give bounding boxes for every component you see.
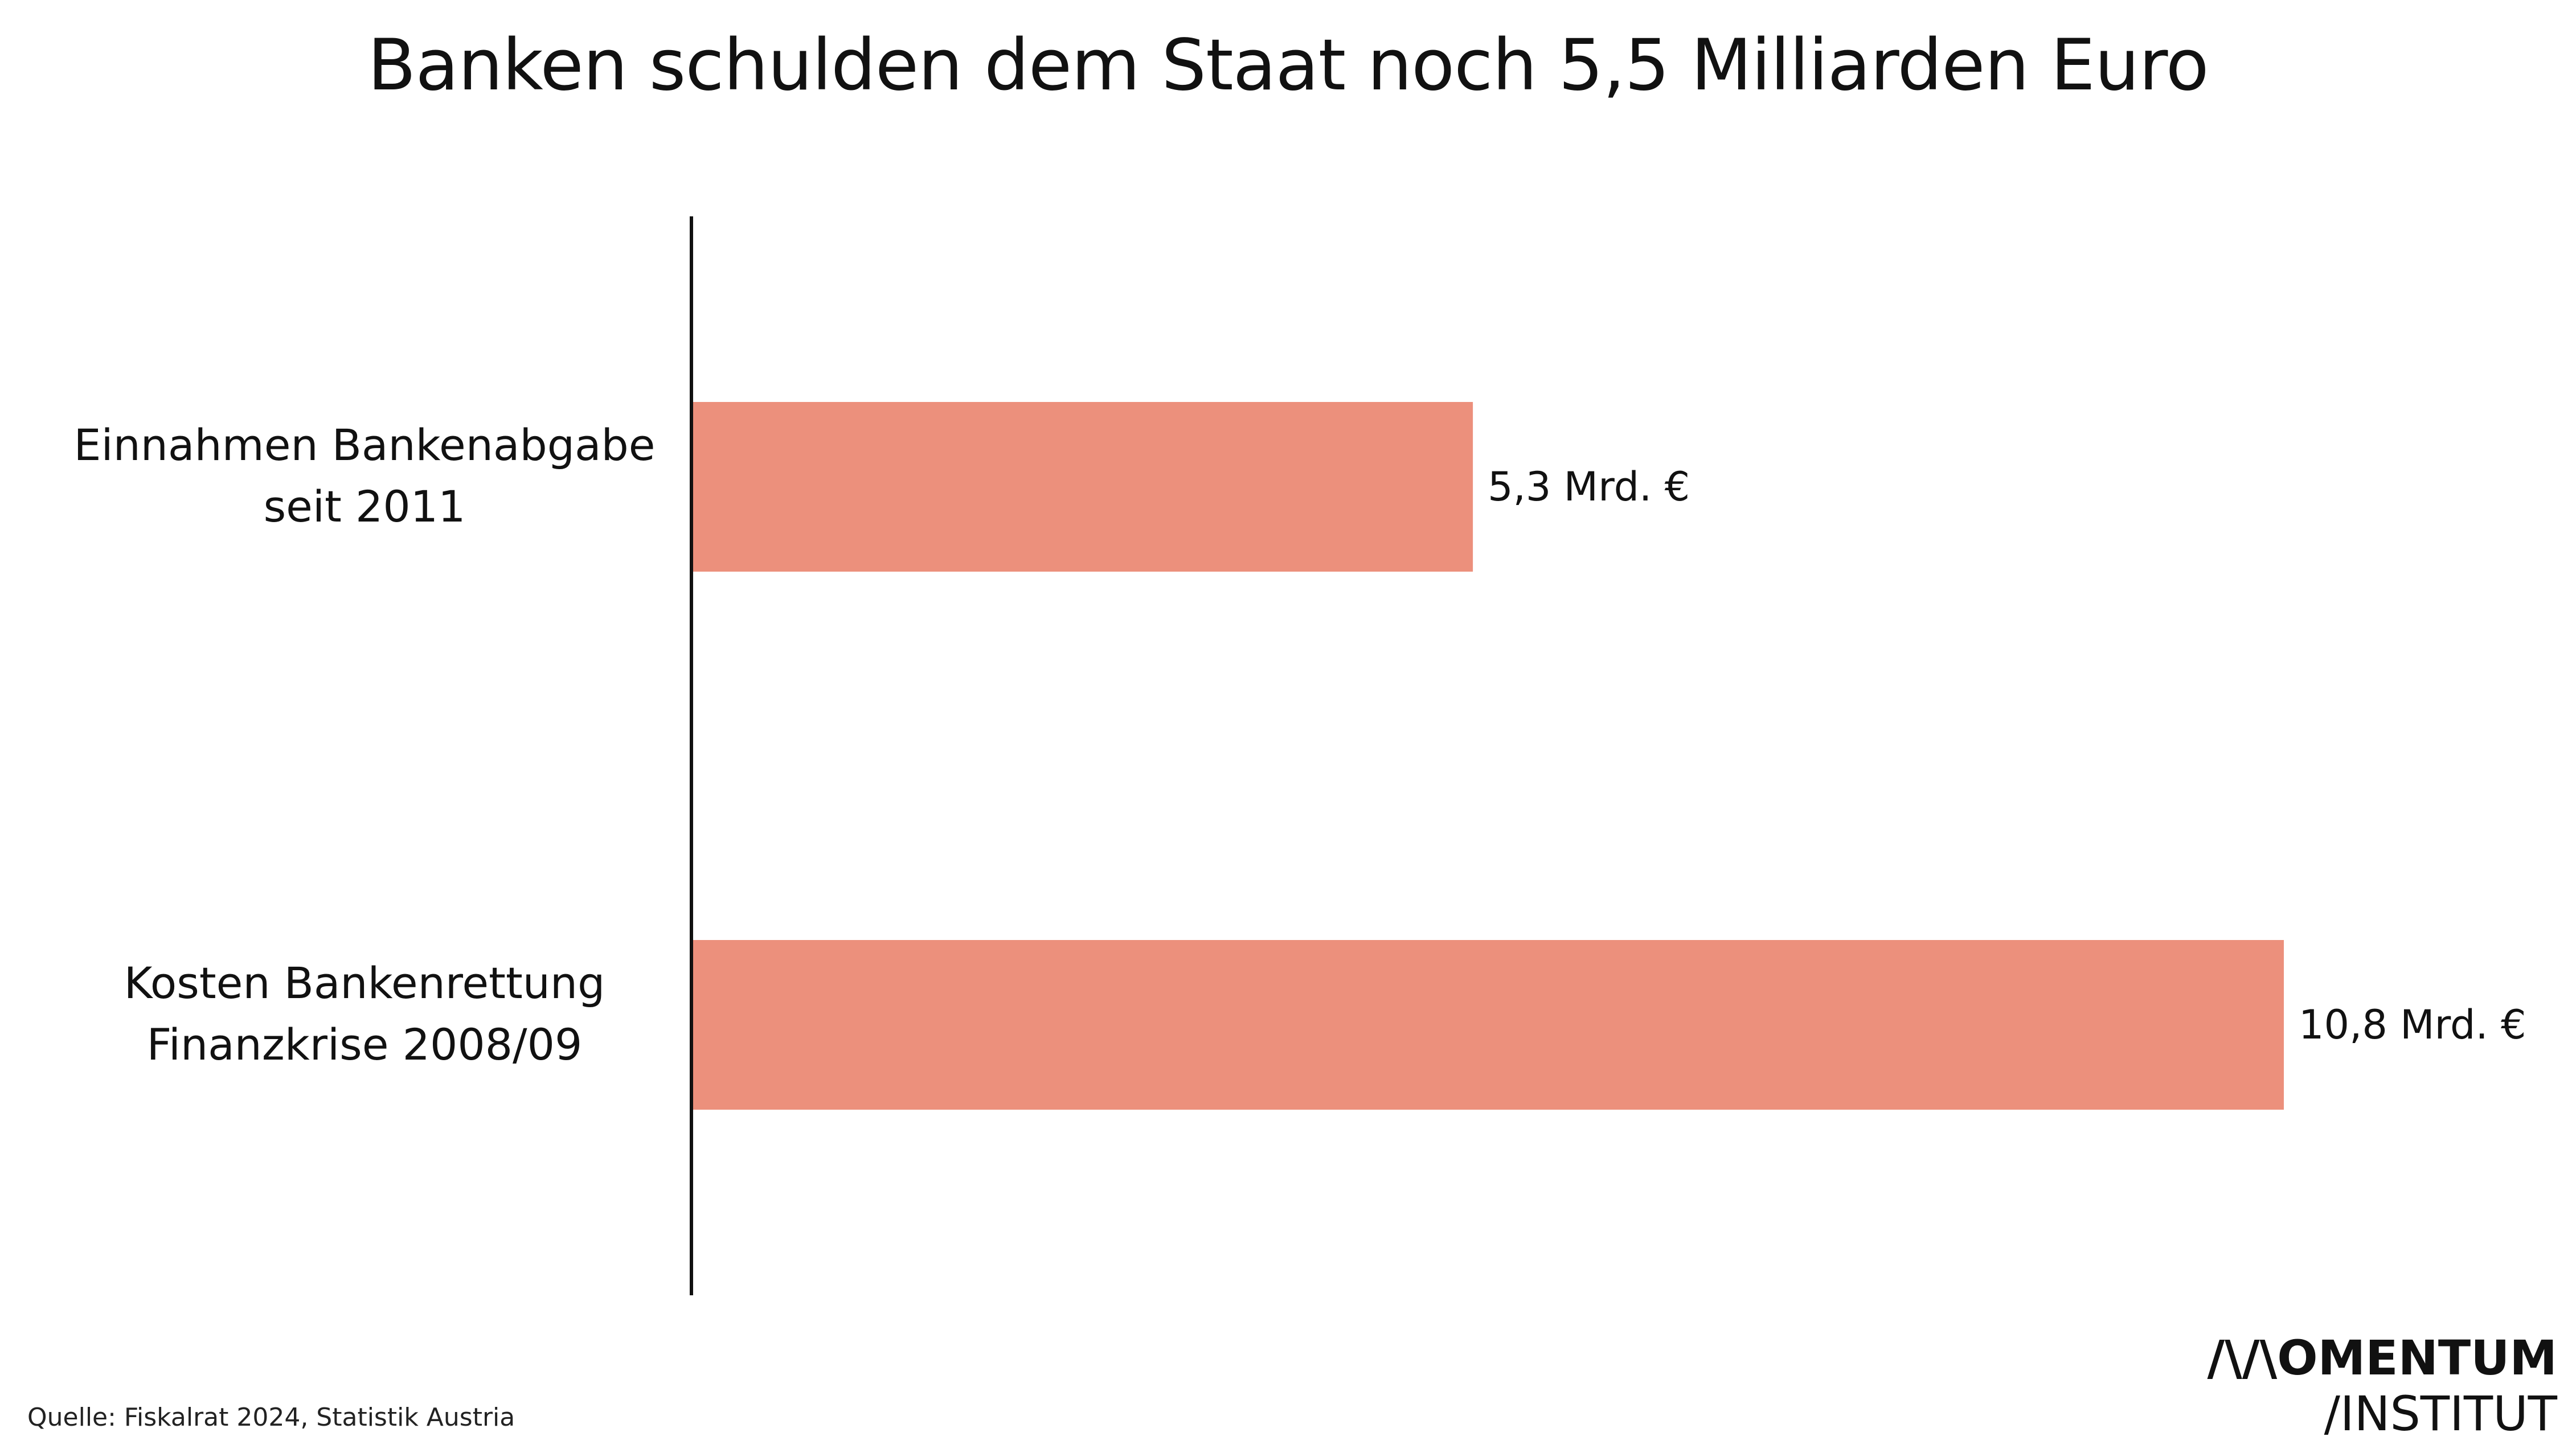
bar-0 (691, 402, 1473, 572)
bar-1 (691, 940, 2284, 1110)
source-note: Quelle: Fiskalrat 2024, Statistik Austri… (27, 1403, 515, 1432)
category-label-1: Kosten Bankenrettung Finanzkrise 2008/09 (124, 958, 605, 1070)
momentum-institut-logo: /\/\OMENTUM /INSTITUT (2208, 1330, 2558, 1440)
svg-text:/INSTITUT: /INSTITUT (2324, 1386, 2558, 1440)
category-label-0: Einnahmen Bankenabgabe seit 2011 (73, 420, 655, 532)
value-label-0: 5,3 Mrd. € (1488, 463, 1690, 510)
chart-title: Banken schulden dem Staat noch 5,5 Milli… (367, 24, 2209, 106)
svg-text:/\/\OMENTUM: /\/\OMENTUM (2208, 1330, 2558, 1386)
value-label-1: 10,8 Mrd. € (2299, 1001, 2526, 1048)
